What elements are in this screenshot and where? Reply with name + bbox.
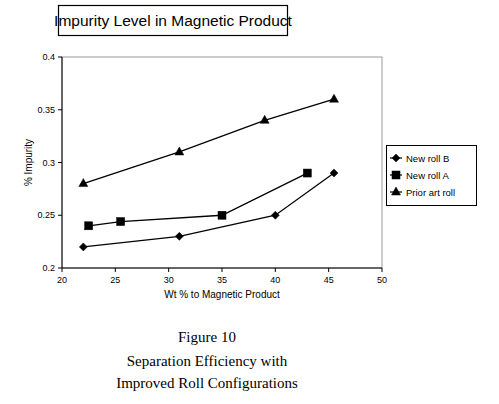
- x-tick: [115, 268, 116, 272]
- data-point: [271, 211, 279, 219]
- y-tick: [58, 57, 62, 58]
- legend-marker: [392, 154, 400, 162]
- legend-box: [387, 146, 477, 206]
- data-point: [117, 218, 125, 226]
- x-tick-label: 45: [324, 275, 334, 285]
- data-point: [218, 211, 226, 219]
- x-tick-label: 20: [57, 275, 67, 285]
- x-tick: [328, 268, 329, 272]
- data-point: [79, 179, 88, 187]
- x-tick-label: 30: [164, 275, 174, 285]
- caption: Improved Roll Configurations: [116, 375, 298, 391]
- y-tick: [58, 162, 62, 163]
- y-tick: [58, 109, 62, 110]
- x-tick: [168, 268, 169, 272]
- legend-label: Prior art roll: [406, 187, 455, 198]
- x-axis-label: Wt % to Magnetic Product: [164, 289, 280, 300]
- data-point: [175, 147, 184, 155]
- chart-svg: Impurity Level in Magnetic Product 0.2 0.2…: [0, 0, 499, 404]
- x-tick-label: 40: [270, 275, 280, 285]
- plot-area: [79, 94, 339, 251]
- plot-frame: [62, 57, 382, 268]
- x-tick-label: 50: [377, 275, 387, 285]
- chart-title: Impurity Level in Magnetic Product: [54, 12, 292, 29]
- x-tick-label: 25: [110, 275, 120, 285]
- y-tick: [58, 215, 62, 216]
- legend-marker: [392, 187, 401, 195]
- data-point: [330, 169, 338, 177]
- x-tick: [382, 268, 383, 272]
- data-point: [303, 169, 311, 177]
- series-line: [83, 99, 334, 183]
- chart-frame: [4, 4, 494, 314]
- caption: Figure 10: [178, 329, 236, 345]
- series-line: [89, 173, 308, 226]
- y-tick-label: 0.2: [42, 263, 55, 273]
- y-axis-label: % Impurity: [23, 139, 34, 186]
- data-point: [330, 94, 339, 102]
- x-tick: [222, 268, 223, 272]
- data-point: [260, 115, 269, 123]
- series-line: [83, 173, 334, 247]
- caption: Separation Efficiency with: [127, 353, 288, 369]
- data-point: [79, 243, 87, 251]
- y-tick-label: 0.4: [42, 52, 55, 62]
- x-tick: [275, 268, 276, 272]
- y-tick: [58, 268, 62, 269]
- x-tick-label: 35: [217, 275, 227, 285]
- y-tick-label: 0.35: [37, 105, 55, 115]
- y-tick-label: 0.3: [42, 158, 55, 168]
- chart-container: Impurity Level in Magnetic Product 0.2 0.2…: [0, 0, 499, 404]
- y-tick-label: 0.25: [37, 210, 55, 220]
- legend-marker: [392, 171, 400, 179]
- legend-label: New roll B: [406, 153, 449, 164]
- legend-label: New roll A: [406, 170, 449, 181]
- data-point: [85, 222, 93, 230]
- x-tick: [62, 268, 63, 272]
- data-point: [175, 232, 183, 240]
